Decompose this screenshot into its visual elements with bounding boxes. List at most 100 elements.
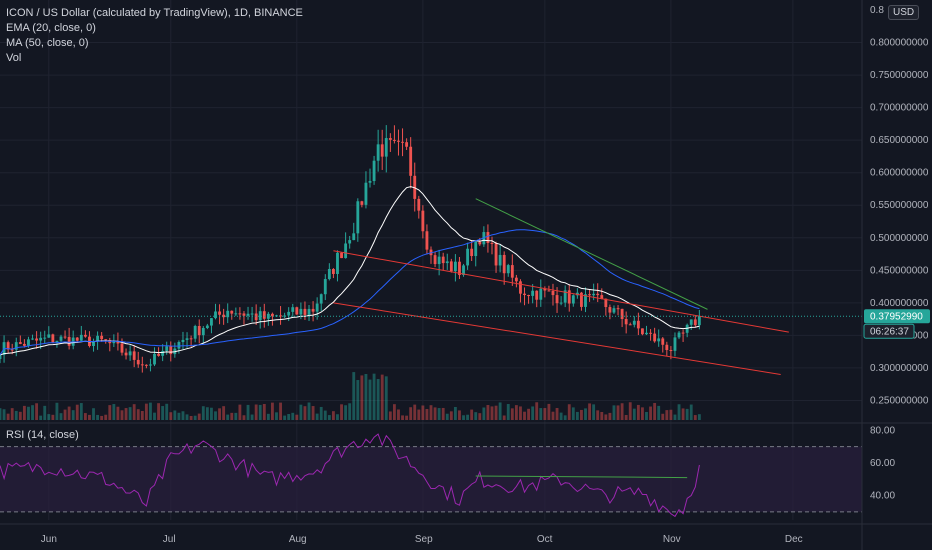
volume-bar [238, 404, 242, 420]
candle [397, 140, 400, 142]
volume-bar [551, 411, 555, 420]
candle [189, 338, 193, 340]
candle [169, 346, 173, 355]
volume-bar [22, 405, 26, 420]
volume-bar [392, 404, 396, 420]
candle [519, 281, 522, 294]
volume-bar [144, 403, 148, 420]
candle [177, 342, 181, 349]
volume-bar [307, 402, 311, 420]
candle [79, 334, 83, 341]
last-price-label: 0.37952990 [870, 312, 923, 323]
volume-bar [669, 409, 673, 420]
volume-bar [210, 407, 213, 420]
candle [250, 313, 254, 315]
indicator-ma[interactable]: MA (50, close, 0) [6, 37, 89, 49]
volume-bar [449, 411, 453, 420]
volume-bar [604, 414, 608, 420]
candle [380, 144, 384, 157]
volume-bar [368, 379, 372, 420]
candle [31, 338, 34, 340]
candle [336, 252, 339, 274]
candle [417, 198, 421, 211]
volume-bar [136, 409, 140, 420]
volume-bar [445, 413, 449, 420]
volume-bar [527, 408, 531, 420]
candle [653, 333, 657, 342]
price-tick-label: 0.700000000 [870, 103, 929, 114]
volume-bar [514, 405, 518, 420]
candle [43, 337, 47, 339]
candle [35, 338, 39, 341]
volume-bar [567, 404, 571, 420]
volume-bar [83, 413, 87, 420]
candles [0, 125, 701, 373]
indicator-vol[interactable]: Vol [6, 52, 22, 64]
volume-bar [43, 405, 47, 420]
volume-bar [437, 408, 441, 420]
volume-bar [303, 406, 307, 420]
candle [657, 338, 661, 342]
candle [685, 324, 689, 333]
volume-bar [388, 411, 392, 420]
candle [327, 269, 331, 280]
candle [63, 336, 67, 338]
volume-bar [636, 404, 640, 420]
volume-bar [311, 406, 315, 420]
candle [689, 319, 693, 325]
candle [462, 265, 465, 275]
rsi-legend[interactable]: RSI (14, close) [6, 429, 79, 441]
candle [132, 351, 136, 360]
candle [441, 256, 445, 264]
volume-bar [555, 408, 559, 420]
candle [344, 243, 348, 259]
volume-bar [413, 404, 417, 420]
volume-bar [433, 407, 437, 420]
candle [0, 354, 2, 360]
volume-bar [685, 408, 689, 420]
candle [352, 233, 356, 241]
currency-button[interactable]: USD [888, 5, 920, 20]
candle [120, 343, 124, 353]
candle [458, 261, 461, 275]
candle [401, 141, 404, 143]
candle [266, 313, 270, 319]
candle [502, 254, 506, 274]
volume-bar [230, 412, 234, 420]
candle [437, 256, 441, 265]
candle [547, 290, 551, 292]
volume-bar [291, 412, 295, 420]
volume-bar [132, 404, 136, 420]
candle [360, 201, 364, 205]
candle [144, 364, 148, 366]
candle [226, 310, 230, 318]
candle [466, 248, 470, 266]
volume-bar [510, 408, 514, 420]
rsi-divergence-line [475, 475, 688, 479]
candle [356, 201, 360, 234]
price-tick-label: 0.550000000 [870, 200, 929, 211]
volume-bar [116, 406, 120, 420]
volume-bar [657, 405, 661, 420]
volume-bar [641, 407, 644, 420]
rsi-pane [0, 433, 862, 518]
candle [498, 254, 502, 266]
candle [295, 307, 299, 315]
indicator-ema[interactable]: EMA (20, close, 0) [6, 22, 96, 34]
candle [22, 343, 26, 346]
volume-bar [336, 414, 339, 420]
candle [14, 342, 18, 350]
volume-bar [645, 411, 648, 420]
candle [218, 311, 221, 315]
time-tick-label: Jul [163, 534, 176, 545]
candle [612, 308, 616, 313]
chart-title: ICON / US Dollar (calculated by TradingV… [6, 7, 303, 19]
candle [210, 318, 213, 326]
grid [0, 0, 862, 520]
price-tick-label: 0.8 [870, 5, 884, 16]
candle [486, 232, 490, 243]
candle [258, 311, 262, 321]
candle [673, 337, 677, 351]
volume-bar [161, 406, 165, 420]
